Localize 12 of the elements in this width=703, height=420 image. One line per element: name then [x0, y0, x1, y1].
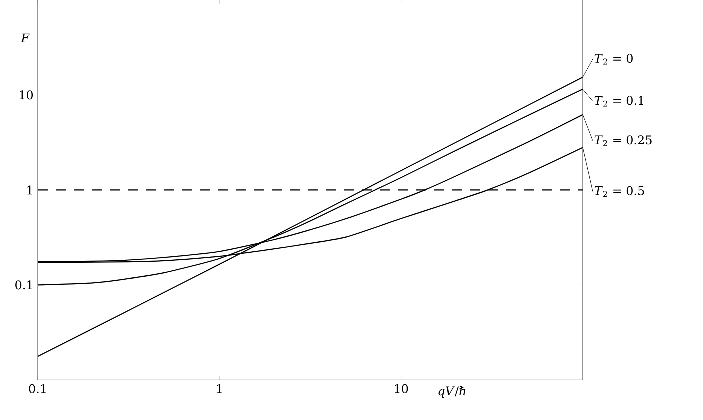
text: T$_{2}$ = 0.5 [594, 186, 644, 197]
y-tick-label: 10 [20, 90, 34, 100]
x-axis-title: qV/ℏ [438, 386, 466, 398]
legend-label: T$_{2}$ = 0.1 [594, 96, 644, 107]
x-tick-label: 0.1 [29, 384, 46, 394]
series-label: T$_{2}$ = 0 [594, 54, 633, 65]
series-label: T$_{2}$ = 0.25 [594, 135, 652, 146]
y-axis-title: F [20, 34, 30, 42]
y-tick-label: 0.1 [16, 280, 32, 290]
x-tick-label: 1 [217, 384, 222, 394]
y-tick-label: 1 [28, 186, 32, 195]
x-tick-label: 10 [395, 384, 408, 394]
